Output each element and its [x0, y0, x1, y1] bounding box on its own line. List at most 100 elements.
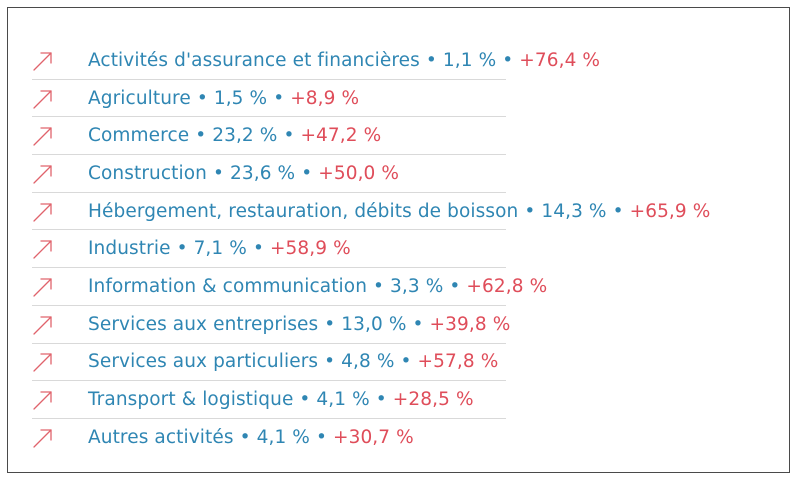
row-divider [32, 342, 506, 344]
row-divider [32, 267, 506, 269]
row-divider [32, 304, 506, 306]
sector-text: Agriculture • 1,5 % • +8,9 % [88, 88, 359, 109]
separator-dot: • [239, 426, 251, 448]
separator-dot: • [373, 276, 385, 298]
separator-dot: • [324, 313, 336, 335]
sector-name: Hébergement, restauration, débits de boi… [88, 200, 519, 222]
sector-text: Activités d'assurance et financières • 1… [88, 50, 600, 71]
trend-up-arrow-icon [33, 429, 52, 448]
sector-row: Transport & logistique • 4,1 % • +28,5 % [32, 381, 772, 419]
sector-name: Autres activités [88, 426, 234, 448]
separator-dot: • [315, 426, 327, 448]
sector-row: Services aux particuliers • 4,8 % • +57,… [32, 344, 772, 382]
sector-text: Transport & logistique • 4,1 % • +28,5 % [88, 389, 474, 410]
sector-text: Hébergement, restauration, débits de boi… [88, 201, 710, 222]
separator-dot: • [176, 238, 188, 260]
sector-name: Industrie [88, 238, 171, 260]
sector-text: Services aux entreprises • 13,0 % • +39,… [88, 314, 510, 335]
sector-change: +76,4 % [519, 49, 601, 71]
row-divider [32, 380, 506, 382]
trend-up-arrow-icon [33, 127, 52, 146]
separator-dot: • [324, 351, 336, 373]
separator-dot: • [283, 125, 295, 147]
sector-share: 4,8 % [341, 351, 395, 373]
trend-up-arrow-icon [33, 353, 52, 372]
sector-row: Services aux entreprises • 13,0 % • +39,… [32, 306, 772, 344]
separator-dot: • [212, 162, 224, 184]
trend-up-arrow-icon [33, 89, 52, 109]
sector-change: +57,8 % [417, 351, 499, 373]
sector-share: 3,3 % [390, 276, 444, 298]
sector-row: Autres activités • 4,1 % • +30,7 % [32, 419, 772, 457]
trend-up-arrow-icon [33, 316, 52, 335]
sector-share: 13,0 % [341, 313, 407, 335]
sector-change: +28,5 % [392, 389, 474, 411]
sector-text: Commerce • 23,2 % • +47,2 % [88, 125, 381, 146]
sector-row: Construction • 23,6 % • +50,0 % [32, 155, 772, 193]
separator-dot: • [252, 238, 264, 260]
sector-name: Services aux particuliers [88, 351, 319, 373]
sector-share: 1,5 % [213, 87, 268, 109]
sector-share: 4,1 % [256, 426, 310, 448]
separator-dot: • [375, 389, 387, 411]
sector-change: +58,9 % [269, 238, 351, 260]
sector-name: Agriculture [88, 87, 191, 109]
sector-text: Construction • 23,6 % • +50,0 % [88, 163, 399, 184]
row-divider [32, 229, 506, 231]
sector-row: Activités d'assurance et financières • 1… [32, 42, 772, 80]
trend-up-arrow-icon [33, 391, 52, 410]
separator-dot: • [612, 200, 624, 222]
sector-text: Autres activités • 4,1 % • +30,7 % [88, 427, 414, 448]
sector-share: 7,1 % [193, 238, 247, 260]
separator-dot: • [301, 162, 313, 184]
sector-row: Hébergement, restauration, débits de boi… [32, 193, 772, 231]
trend-up-arrow-icon [33, 52, 52, 71]
separator-dot: • [299, 389, 311, 411]
sector-change: +65,9 % [629, 200, 711, 222]
sector-text: Industrie • 7,1 % • +58,9 % [88, 238, 351, 259]
sector-name: Activités d'assurance et financières [88, 49, 420, 71]
sector-name: Services aux entreprises [88, 313, 319, 335]
sector-text: Information & communication • 3,3 % • +6… [88, 276, 547, 297]
sector-name: Construction [88, 162, 207, 184]
separator-dot: • [195, 125, 207, 147]
sector-row: Industrie • 7,1 % • +58,9 % [32, 230, 772, 269]
trend-up-arrow-icon [33, 202, 52, 222]
sector-change: +50,0 % [318, 162, 400, 184]
separator-dot: • [449, 276, 461, 298]
sector-name: Commerce [88, 125, 190, 147]
sector-change: +62,8 % [466, 276, 548, 298]
sector-share: 23,2 % [212, 125, 278, 147]
row-divider [32, 78, 506, 80]
row-divider [32, 154, 506, 156]
sector-name: Transport & logistique [88, 389, 294, 411]
sector-list-panel: Activités d'assurance et financières • 1… [7, 7, 790, 473]
row-divider [32, 191, 506, 193]
sector-share: 23,6 % [229, 162, 296, 184]
sector-row: Information & communication • 3,3 % • +6… [32, 268, 772, 306]
sector-list: Activités d'assurance et financières • 1… [32, 42, 772, 457]
separator-dot: • [502, 49, 514, 71]
separator-dot: • [400, 351, 412, 373]
separator-dot: • [425, 49, 437, 71]
separator-dot: • [273, 87, 285, 109]
separator-dot: • [196, 87, 208, 109]
sector-change: +30,7 % [332, 426, 414, 448]
sector-share: 1,1 % [442, 49, 497, 71]
sector-change: +8,9 % [290, 87, 360, 109]
separator-dot: • [412, 313, 424, 335]
sector-share: 4,1 % [316, 389, 370, 411]
row-divider [32, 116, 506, 118]
sector-text: Services aux particuliers • 4,8 % • +57,… [88, 351, 498, 372]
trend-up-arrow-icon [33, 278, 52, 297]
sector-name: Information & communication [88, 276, 368, 298]
sector-share: 14,3 % [541, 200, 607, 222]
sector-row: Agriculture • 1,5 % • +8,9 % [32, 80, 772, 118]
sector-change: +39,8 % [429, 313, 511, 335]
row-divider [32, 417, 506, 419]
trend-up-arrow-icon [33, 240, 52, 259]
sector-change: +47,2 % [300, 125, 382, 147]
sector-row: Commerce • 23,2 % • +47,2 % [32, 117, 772, 156]
separator-dot: • [524, 200, 536, 222]
trend-up-arrow-icon [33, 165, 52, 184]
